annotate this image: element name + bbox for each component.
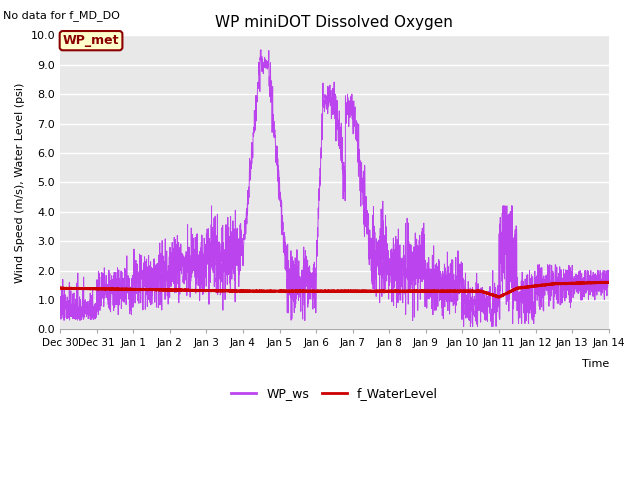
f_WaterLevel [291, 288, 298, 294]
WP_ws [151, 285, 159, 290]
WP_ws [460, 324, 467, 329]
WP_ws [257, 47, 264, 53]
Text: No data for f_MD_DO: No data for f_MD_DO [3, 10, 120, 21]
Legend: WP_ws, f_WaterLevel: WP_ws, f_WaterLevel [226, 383, 443, 406]
f_WaterLevel [597, 279, 605, 285]
Title: WP miniDOT Dissolved Oxygen: WP miniDOT Dissolved Oxygen [216, 15, 453, 30]
f_WaterLevel [267, 288, 275, 294]
Line: f_WaterLevel: f_WaterLevel [60, 282, 609, 297]
WP_ws [56, 303, 64, 309]
Text: WP_met: WP_met [63, 34, 119, 47]
WP_ws [536, 303, 543, 309]
WP_ws [291, 262, 298, 267]
X-axis label: Time: Time [582, 359, 609, 369]
Y-axis label: Wind Speed (m/s), Water Level (psi): Wind Speed (m/s), Water Level (psi) [15, 82, 25, 283]
WP_ws [119, 285, 127, 291]
WP_ws [595, 283, 602, 288]
f_WaterLevel [535, 283, 543, 288]
f_WaterLevel [605, 279, 612, 285]
f_WaterLevel [595, 280, 602, 286]
f_WaterLevel [495, 294, 502, 300]
WP_ws [267, 83, 275, 88]
f_WaterLevel [151, 287, 159, 293]
Line: WP_ws: WP_ws [60, 50, 609, 326]
f_WaterLevel [56, 285, 64, 291]
f_WaterLevel [119, 287, 127, 292]
WP_ws [605, 277, 612, 283]
